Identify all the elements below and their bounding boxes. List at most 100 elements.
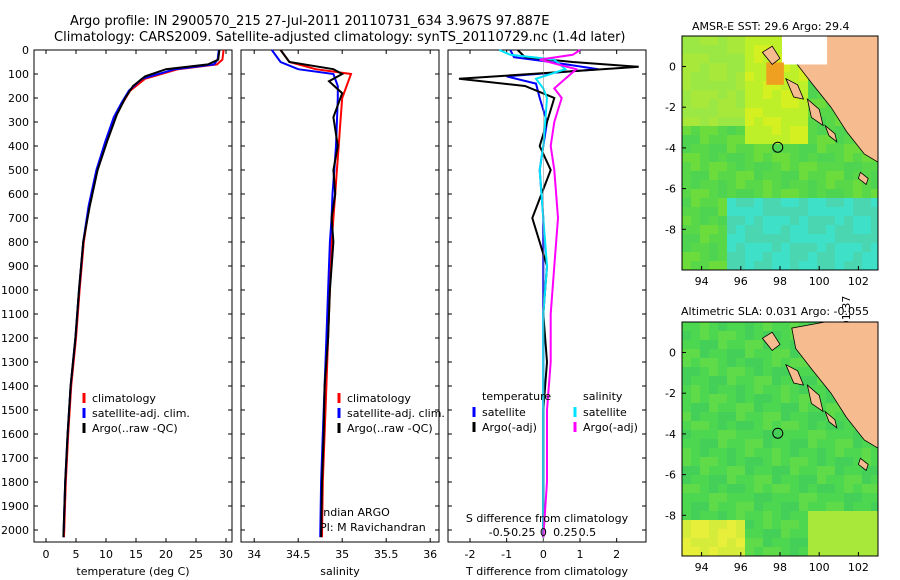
map-cell [772,439,781,448]
map-cell [691,322,700,331]
map-cell [862,475,871,484]
map-cell [790,493,799,502]
y-tick-label-5: 500 [8,164,29,177]
map-cell [853,216,862,225]
series-line-1-2 [279,49,345,538]
map-cell [727,394,736,403]
map-cell [709,493,718,502]
map-x-tick-label-0-1: 96 [734,275,748,288]
map-cell [709,153,718,162]
map-cell [781,367,790,376]
legend-salinity-title: salinity [583,390,623,403]
map-cell [835,457,844,466]
map-cell [709,547,718,556]
map-x-tick-label-1-2: 98 [773,561,787,574]
map-cell [790,466,799,475]
map-cell [799,153,808,162]
map-cell [754,466,763,475]
map-cell [835,234,844,243]
map-cell [745,511,754,520]
figure-title-line2: Climatology: CARS2009. Satellite-adjuste… [54,30,626,45]
map-cell [718,349,727,358]
map-cell [835,171,844,180]
map-cell [691,36,700,45]
map-cell [808,538,817,547]
map-cell [709,99,718,108]
map-cell [754,261,763,270]
map-cell [718,529,727,538]
x-axis-label-0: temperature (deg C) [76,565,189,578]
map-cell [754,162,763,171]
map-cell [835,162,844,171]
map-cell [790,198,799,207]
map-cell [691,99,700,108]
map-cell [736,54,745,63]
map-cell [799,252,808,261]
map-cell [790,72,799,81]
map-cell [727,99,736,108]
map-cell [826,162,835,171]
map-cell [826,234,835,243]
map-cell [835,189,844,198]
map-cell [682,198,691,207]
map-cell [745,216,754,225]
map-cell [736,198,745,207]
map-cell [718,538,727,547]
map-cell [727,502,736,511]
map-cell [790,358,799,367]
map-cell [700,234,709,243]
map-cell [727,108,736,117]
map-cell [772,430,781,439]
map-cell [682,520,691,529]
map-cell [682,189,691,198]
series-line-2-3 [539,49,581,538]
map-island-0 [761,45,781,66]
map-cell [799,171,808,180]
y-tick-label-12: 1200 [1,332,29,345]
map-cell [817,207,826,216]
map-cell [727,171,736,180]
map-cell [700,547,709,556]
map-cell [853,430,862,439]
map-cell [718,511,727,520]
map-cell [736,529,745,538]
x-axis-label-1: salinity [320,565,360,578]
map-cell [700,529,709,538]
map-cell [844,252,853,261]
map-cell [790,412,799,421]
map-cell [808,117,817,126]
map-cell [826,484,835,493]
map-cell [772,448,781,457]
map-cell [844,144,853,153]
map-cell [718,162,727,171]
map-cell [709,216,718,225]
map-cell [700,448,709,457]
map-cell [736,99,745,108]
map-cell [835,439,844,448]
map-cell [754,448,763,457]
map-cell [781,511,790,520]
map-cell [772,216,781,225]
map-cell [799,394,808,403]
map-cell [727,421,736,430]
map-cell [817,108,826,117]
map-cell [853,493,862,502]
map-cell [853,225,862,234]
map-cell [808,144,817,153]
map-cell [745,153,754,162]
map-cell [682,376,691,385]
map-cell [853,153,862,162]
map-cell [691,72,700,81]
sst-map-title: AMSR-E SST: 29.6 Argo: 29.4 [692,20,850,33]
map-cell [718,493,727,502]
map-cell [781,207,790,216]
map-cell [745,180,754,189]
map-cell [736,376,745,385]
map-cell [808,189,817,198]
map-cell [736,252,745,261]
map-cell [682,252,691,261]
map-cell [727,367,736,376]
map-cell [691,403,700,412]
map-cell [709,466,718,475]
map-cell [700,162,709,171]
